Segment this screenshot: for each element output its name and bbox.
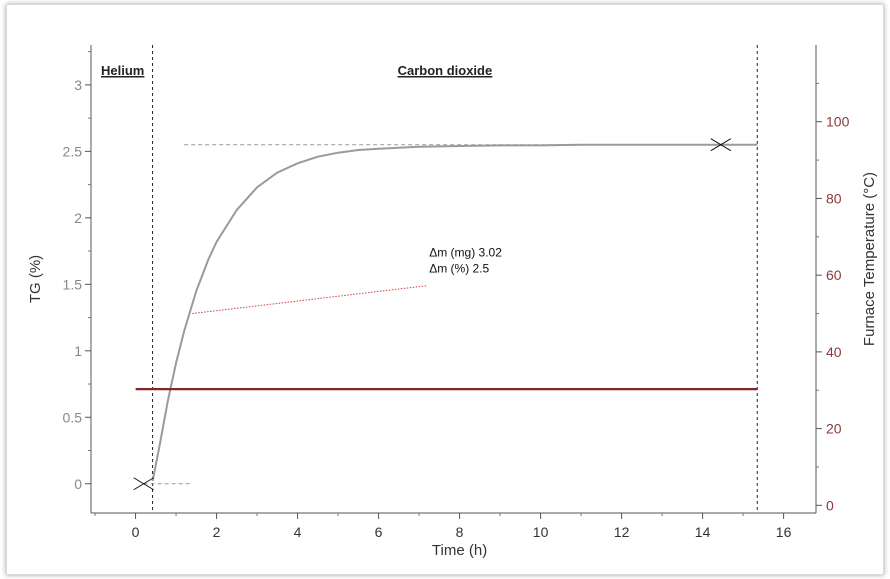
- x-tick-label: 14: [695, 524, 711, 540]
- annotation-leader-line: [192, 285, 428, 315]
- y2-tick-label: 80: [826, 190, 842, 206]
- y-tick-label: 2: [74, 210, 82, 226]
- y-tick-label: 2.5: [63, 143, 83, 159]
- marker-x: [710, 138, 732, 152]
- y2-tick-label: 0: [826, 497, 834, 513]
- x-tick-label: 12: [614, 524, 630, 540]
- y-tick-label: 1.5: [63, 276, 83, 292]
- tg-line: [151, 143, 758, 482]
- region-label: Helium: [101, 63, 144, 78]
- annotation-text: Δm (%) 2.5: [429, 261, 489, 275]
- chart-frame: 0 0.5 1 1.5 2 2.5 3 0 2 4 6 8 10 12 14 16 0 20 40 60 80 100 Ti…: [6, 4, 884, 575]
- y2-tick-label: 40: [826, 344, 842, 360]
- y2-tick-label: 60: [826, 267, 842, 283]
- tg-chart: 0 0.5 1 1.5 2 2.5 3 0 2 4 6 8 10 12 14 16 0 20 40 60 80 100 Ti…: [27, 45, 878, 559]
- x-tick-label: 0: [132, 524, 140, 540]
- y2-tick-label: 20: [826, 421, 842, 437]
- y-tick-label: 0.5: [63, 409, 83, 425]
- x-tick-label: 4: [294, 524, 302, 540]
- y2-axis-title: Furnace Temperature (°C): [861, 172, 878, 346]
- x-tick-label: 10: [533, 524, 549, 540]
- y-tick-label: 1: [74, 343, 82, 359]
- y-tick-label: 3: [74, 77, 82, 93]
- y-axis-title: TG (%): [27, 255, 44, 303]
- annotation-text: Δm (mg) 3.02: [429, 245, 502, 259]
- x-tick-label: 8: [456, 524, 464, 540]
- x-tick-label: 2: [213, 524, 221, 540]
- x-tick-label: 6: [375, 524, 383, 540]
- x-tick-label: 16: [776, 524, 792, 540]
- y-tick-label: 0: [74, 476, 82, 492]
- x-axis-title: Time (h): [432, 542, 487, 559]
- region-label: Carbon dioxide: [398, 63, 493, 78]
- marker-x: [133, 477, 154, 491]
- y2-tick-label: 100: [826, 114, 850, 130]
